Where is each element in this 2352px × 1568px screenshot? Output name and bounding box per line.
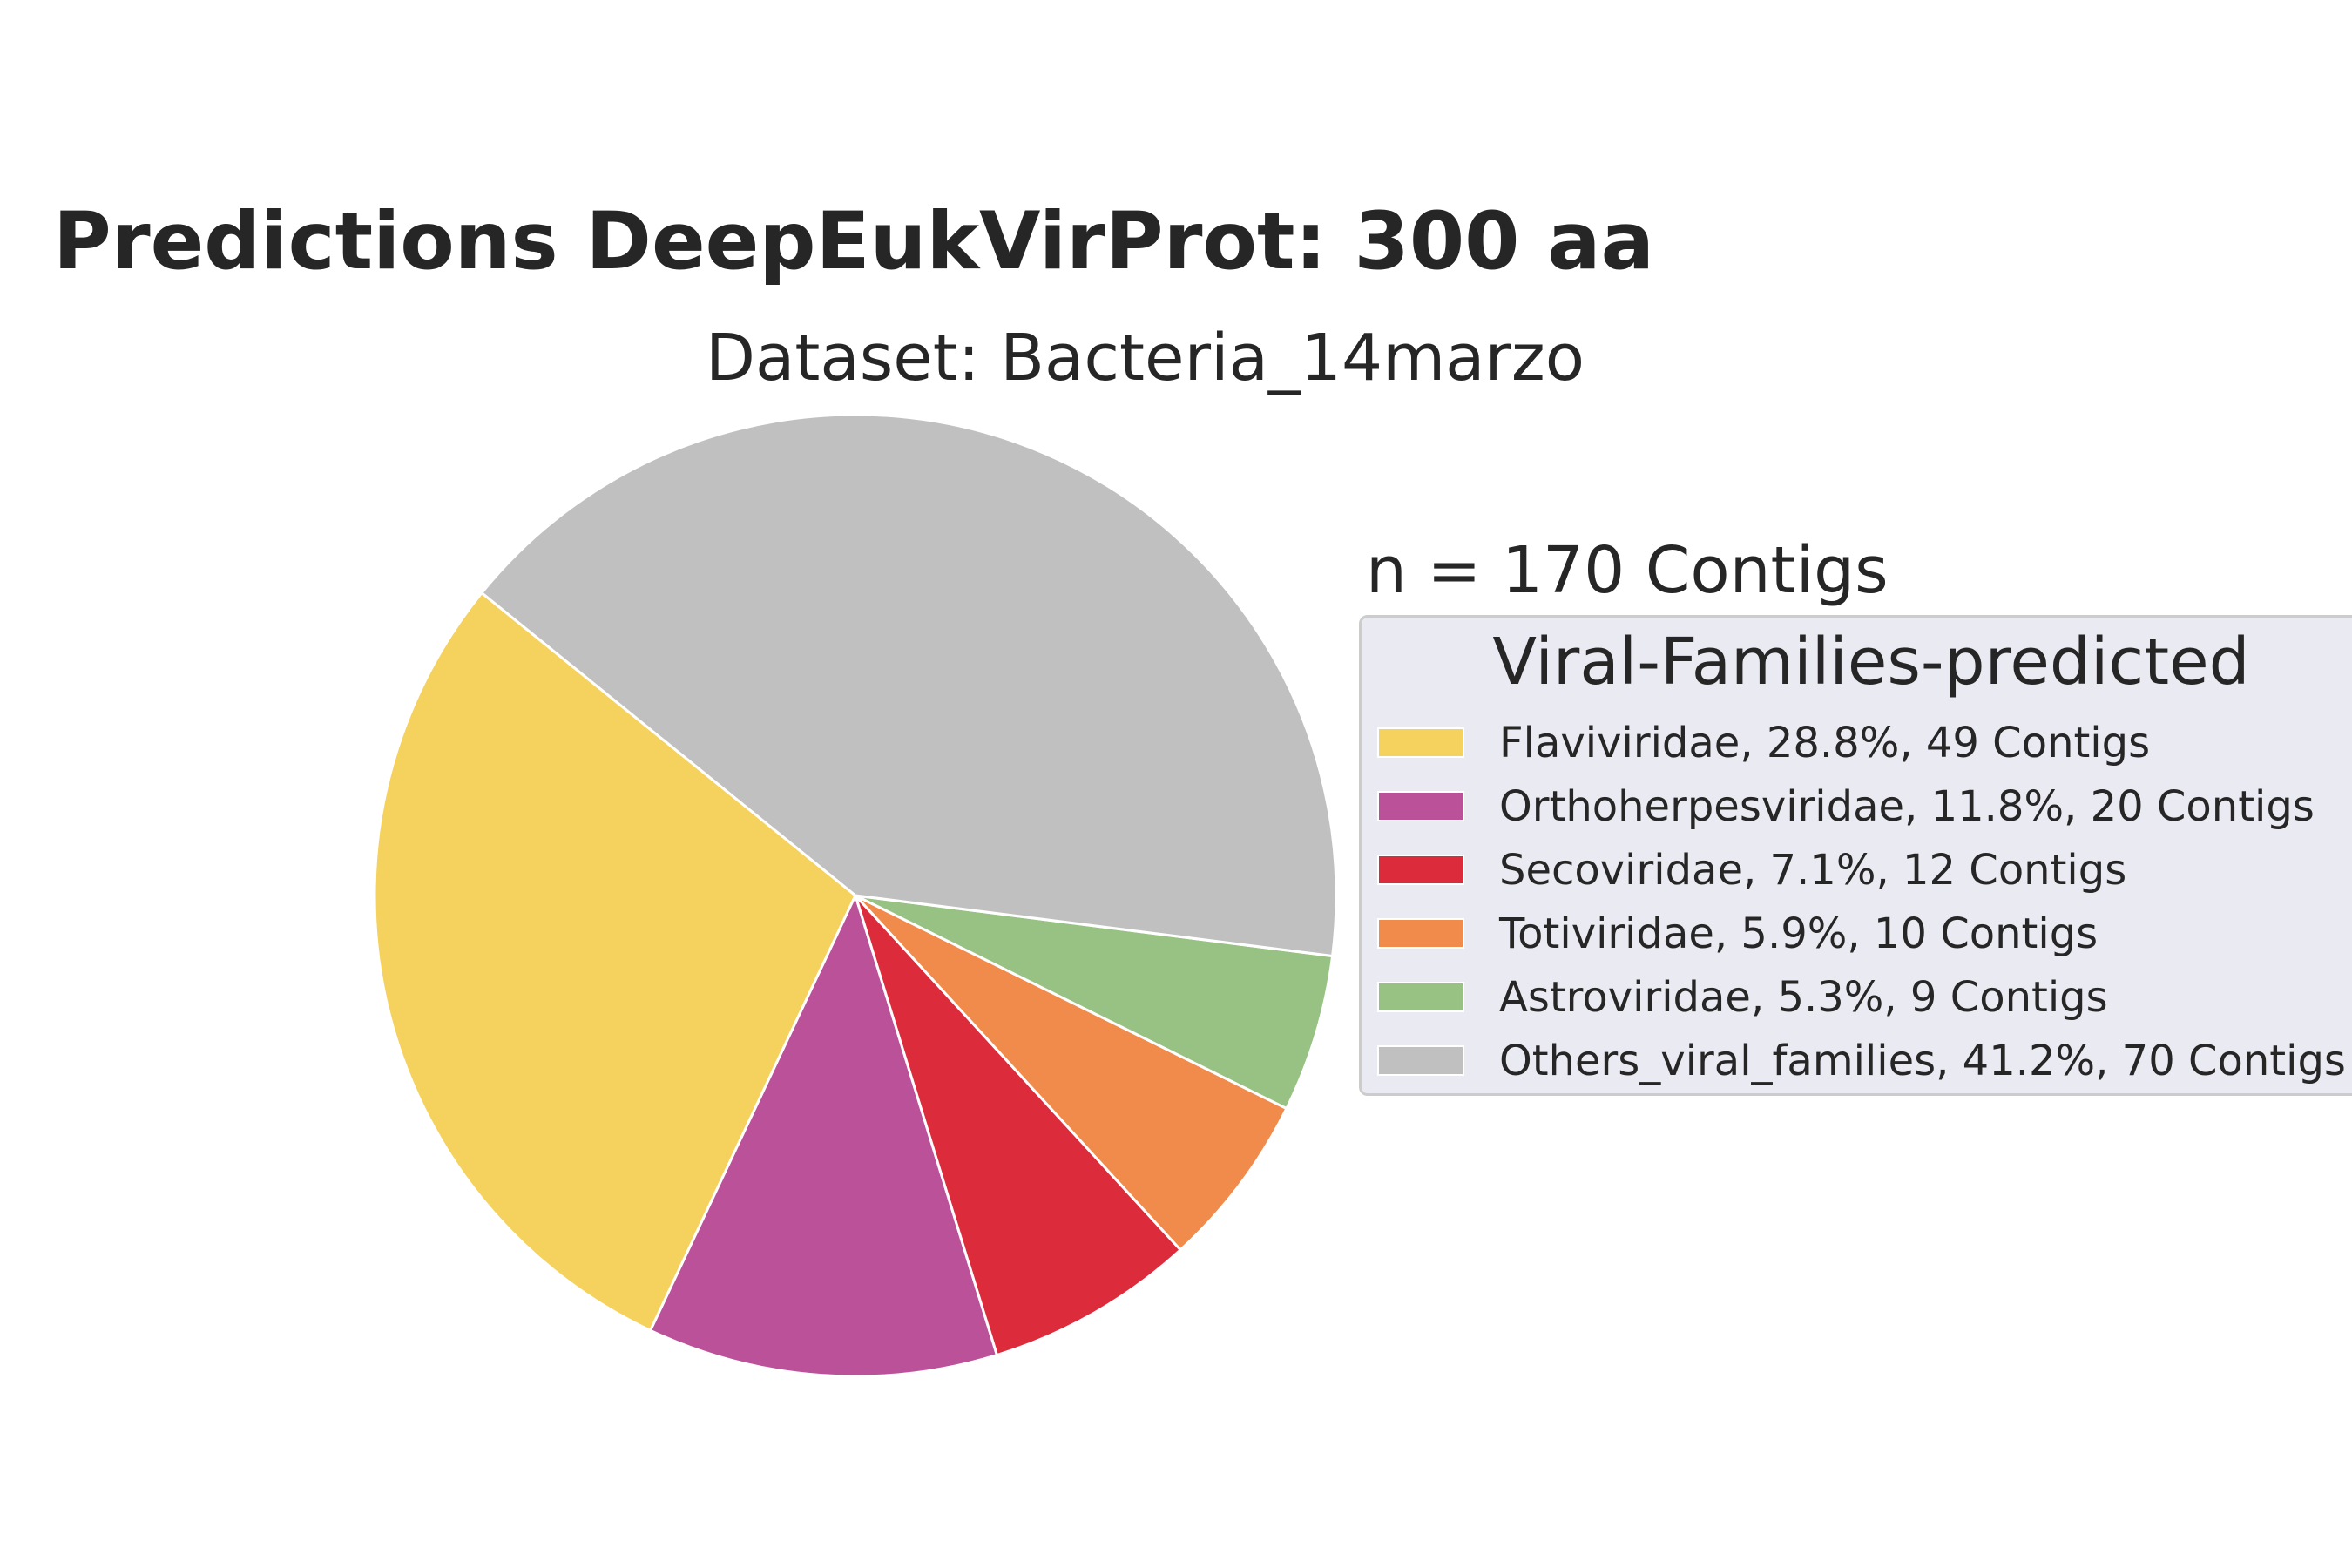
legend-swatch bbox=[1377, 855, 1464, 885]
legend-item: Secoviridae, 7.1%, 12 Contigs bbox=[1362, 848, 2352, 896]
pie-slice-flaviviridae bbox=[373, 591, 857, 1333]
legend-label: Flaviviridae, 28.8%, 49 Contigs bbox=[1499, 719, 2151, 767]
chart-subtitle: Dataset: Bacteria_14marzo bbox=[706, 321, 1585, 395]
chart-title: Predictions DeepEukVirProt: 300 aa bbox=[53, 196, 1654, 287]
legend-label: Secoviridae, 7.1%, 12 Contigs bbox=[1499, 846, 2127, 895]
legend-swatch bbox=[1377, 791, 1464, 821]
pie-slice-orthoherpesviridae bbox=[648, 891, 999, 1378]
legend-item: Flaviviridae, 28.8%, 49 Contigs bbox=[1362, 720, 2352, 769]
pie-slices bbox=[373, 413, 1338, 1378]
legend-item: Astroviridae, 5.3%, 9 Contigs bbox=[1362, 975, 2352, 1024]
legend-swatch bbox=[1377, 727, 1464, 758]
legend-swatch bbox=[1377, 982, 1464, 1012]
pie-slice-others-viral-families bbox=[479, 413, 1338, 958]
pie-slice-totiviridae bbox=[854, 894, 1288, 1252]
legend-label: Orthoherpesviridae, 11.8%, 20 Contigs bbox=[1499, 782, 2315, 831]
legend-swatch bbox=[1377, 1045, 1464, 1076]
legend-label: Totiviridae, 5.9%, 10 Contigs bbox=[1499, 909, 2099, 958]
pie-slice-astroviridae bbox=[855, 894, 1335, 1111]
legend-item: Orthoherpesviridae, 11.8%, 20 Contigs bbox=[1362, 784, 2352, 833]
legend-item: Totiviridae, 5.9%, 10 Contigs bbox=[1362, 911, 2352, 960]
legend-label: Others_viral_families, 41.2%, 70 Contigs bbox=[1499, 1037, 2346, 1085]
pie-slice-secoviridae bbox=[854, 894, 1183, 1357]
legend-item: Others_viral_families, 41.2%, 70 Contigs bbox=[1362, 1038, 2352, 1087]
sample-count-annotation: n = 170 Contigs bbox=[1366, 533, 1889, 608]
legend: Viral-Families-predicted Flaviviridae, 2… bbox=[1359, 615, 2352, 1096]
legend-swatch bbox=[1377, 918, 1464, 949]
legend-title: Viral-Families-predicted bbox=[1492, 625, 2250, 700]
legend-label: Astroviridae, 5.3%, 9 Contigs bbox=[1499, 973, 2108, 1022]
